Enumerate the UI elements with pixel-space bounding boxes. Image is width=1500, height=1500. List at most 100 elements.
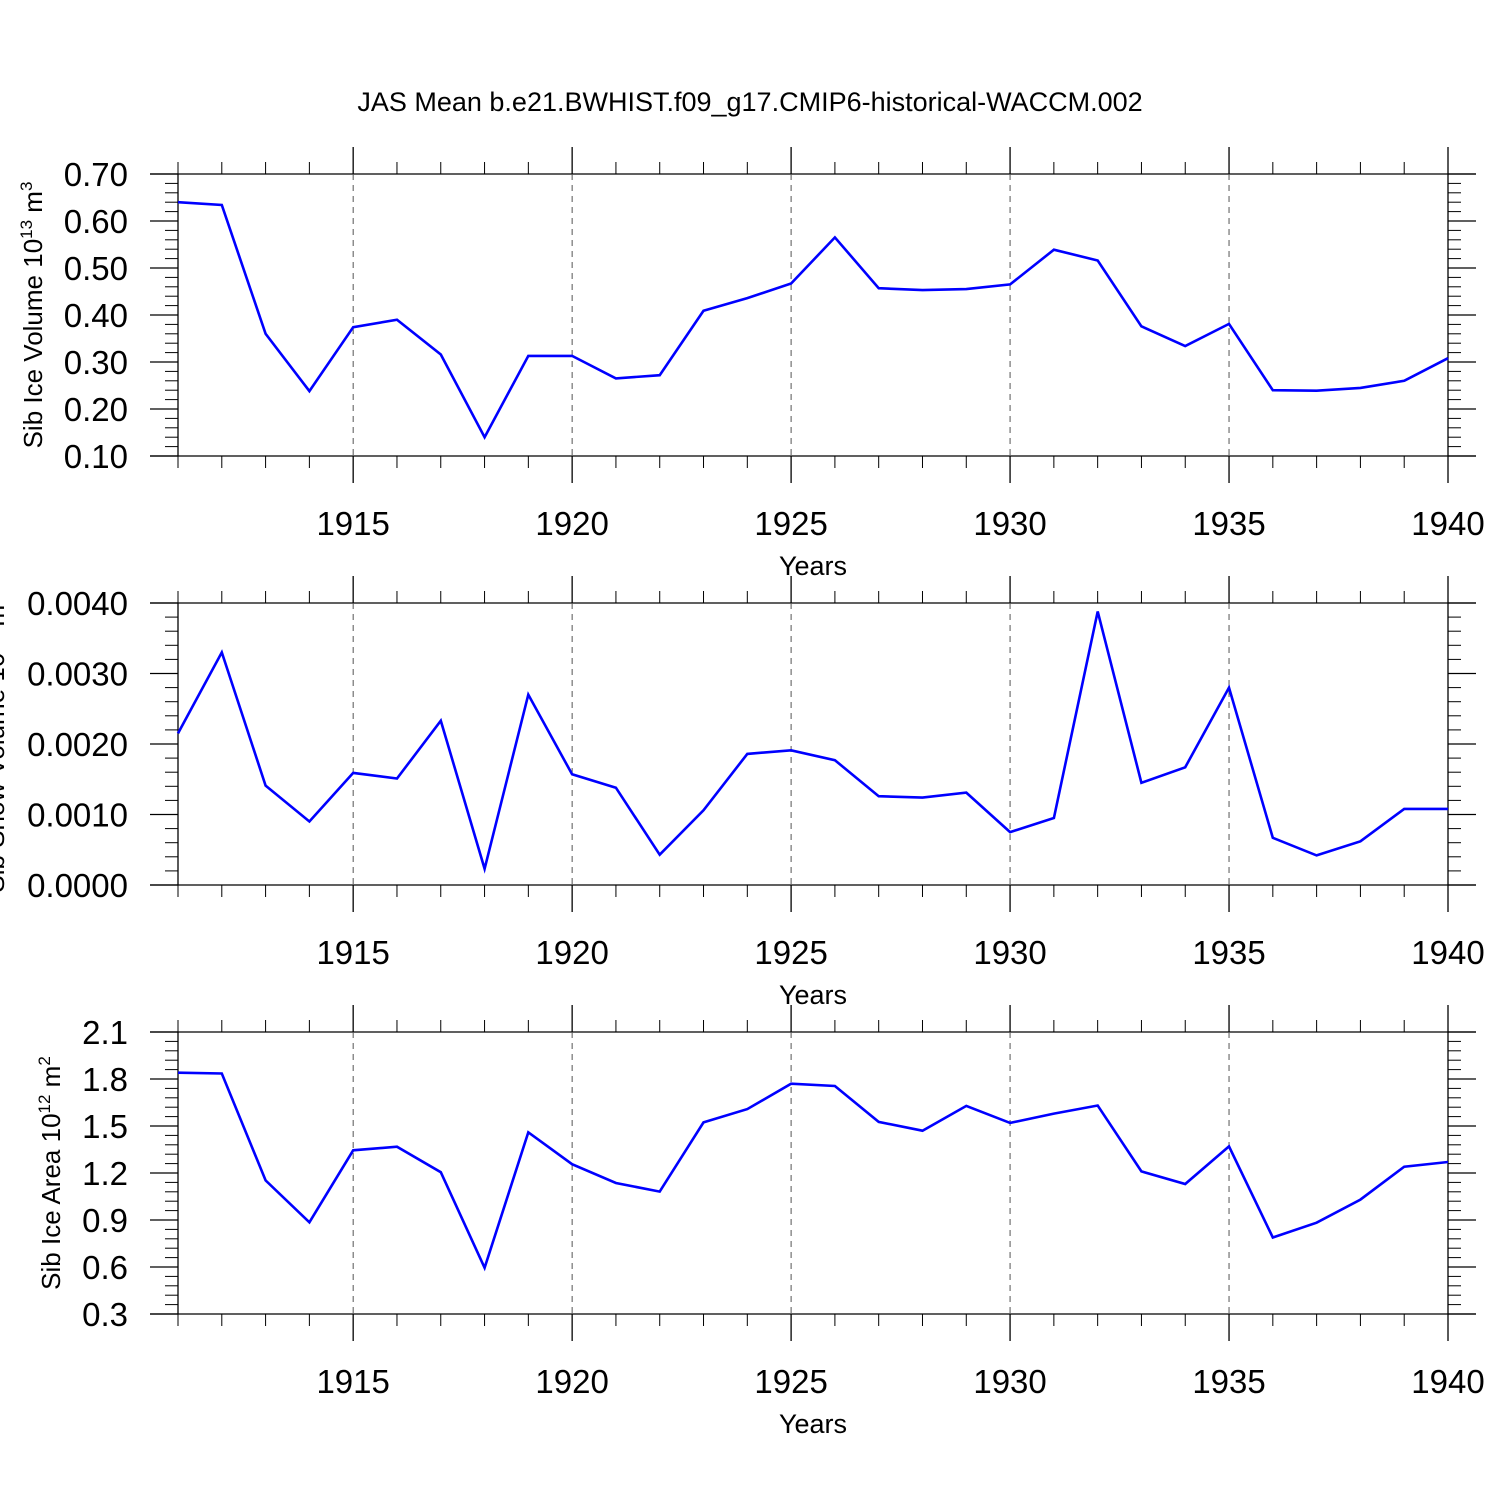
- data-point: [439, 1171, 442, 1174]
- data-point: [396, 1145, 399, 1148]
- data-point: [1184, 766, 1187, 769]
- x-tick-label: 1935: [1192, 505, 1265, 542]
- y-tick-label: 0.20: [64, 391, 128, 428]
- data-point: [439, 353, 442, 356]
- data-point: [1447, 808, 1450, 811]
- data-point: [1272, 836, 1275, 839]
- data-point: [1359, 840, 1362, 843]
- x-axis-label: Years: [779, 551, 847, 581]
- y-tick-label: 1.5: [82, 1108, 128, 1145]
- data-point: [1228, 1145, 1231, 1148]
- data-point: [790, 282, 793, 285]
- y-axis-label: Sib Snow Volume 1013 m3: [0, 595, 10, 892]
- data-point: [1315, 1221, 1318, 1224]
- y-axis-label-part: Sib Ice Volume 10: [18, 239, 48, 449]
- x-tick-label: 1930: [973, 934, 1046, 971]
- series-line: [176, 611, 1448, 874]
- data-point: [877, 795, 880, 798]
- data-point: [1140, 1170, 1143, 1173]
- x-tick-label: 1915: [316, 934, 389, 971]
- data-point: [658, 374, 661, 377]
- x-tick-label: 1915: [316, 505, 389, 542]
- data-point: [1053, 248, 1056, 251]
- data-point: [1272, 389, 1275, 392]
- data-point: [483, 1266, 486, 1269]
- data-point: [615, 786, 618, 789]
- x-tick-label: 1930: [973, 505, 1046, 542]
- data-point: [658, 1190, 661, 1193]
- panel-2: 1915 1920 1925 1930 1935 1940 0.0000 0.0010 0.00…: [0, 576, 1485, 1010]
- data-point: [1403, 808, 1406, 811]
- y-tick-label: 0.30: [64, 344, 128, 381]
- data-point: [1009, 1122, 1012, 1125]
- y-axis-label-part: Sib Snow Volume 10: [0, 653, 10, 893]
- data-point: [571, 773, 574, 776]
- data-point: [1403, 380, 1406, 383]
- data-point: [1359, 387, 1362, 390]
- data-point: [177, 1071, 180, 1074]
- data-point: [220, 204, 223, 207]
- y-tick-label: 2.1: [82, 1014, 128, 1051]
- y-axis-label: Sib Ice Volume 1013 m3: [17, 182, 48, 449]
- y-axis-label-superscript: 12: [35, 1095, 54, 1114]
- y-tick-label: 0.0000: [27, 867, 128, 904]
- data-point: [1053, 1112, 1056, 1115]
- data-point: [1272, 1236, 1275, 1239]
- data-point: [702, 309, 705, 312]
- data-point: [308, 820, 311, 823]
- data-point: [220, 1072, 223, 1075]
- data-point: [352, 772, 355, 775]
- x-tick-label: 1940: [1411, 934, 1484, 971]
- data-point: [1447, 1161, 1450, 1164]
- y-tick-label: 0.60: [64, 203, 128, 240]
- data-point: [834, 236, 837, 239]
- y-tick-label: 0.3: [82, 1296, 128, 1333]
- data-point: [658, 853, 661, 856]
- y-tick-label: 0.6: [82, 1249, 128, 1286]
- data-point: [177, 201, 180, 204]
- y-tick-label: 0.10: [64, 438, 128, 475]
- data-point: [220, 651, 223, 654]
- data-point: [308, 1221, 311, 1224]
- data-point: [177, 732, 180, 735]
- y-tick-label: 1.2: [82, 1155, 128, 1192]
- data-point: [1447, 357, 1450, 360]
- x-tick-label: 1920: [535, 934, 608, 971]
- x-axis-label: Years: [779, 1409, 847, 1439]
- data-point: [877, 287, 880, 290]
- y-tick-label: 0.9: [82, 1202, 128, 1239]
- x-tick-label: 1915: [316, 1363, 389, 1400]
- data-point: [965, 791, 968, 794]
- y-axis-label-part: m: [18, 191, 48, 220]
- data-point: [308, 390, 311, 393]
- y-tick-label: 0.40: [64, 297, 128, 334]
- data-point: [571, 1163, 574, 1166]
- data-point: [1096, 259, 1099, 262]
- y-tick-label: 0.0040: [27, 585, 128, 622]
- chart-title: JAS Mean b.e21.BWHIST.f09_g17.CMIP6-hist…: [357, 87, 1142, 117]
- data-point: [921, 796, 924, 799]
- x-tick-label: 1940: [1411, 1363, 1484, 1400]
- data-point: [615, 1182, 618, 1185]
- y-tick-label: 0.70: [64, 156, 128, 193]
- data-point: [396, 777, 399, 780]
- data-point: [1315, 854, 1318, 857]
- data-point: [1053, 817, 1056, 820]
- data-point: [746, 297, 749, 300]
- data-point: [527, 693, 530, 696]
- data-point: [746, 753, 749, 756]
- data-point: [264, 333, 267, 336]
- data-point: [1140, 781, 1143, 784]
- data-point: [483, 436, 486, 439]
- data-point: [1184, 345, 1187, 348]
- data-point: [1184, 1183, 1187, 1186]
- data-point: [1096, 610, 1099, 613]
- data-point: [1228, 686, 1231, 689]
- x-tick-label: 1925: [754, 1363, 827, 1400]
- data-point: [1096, 1104, 1099, 1107]
- y-tick-label: 0.0030: [27, 656, 128, 693]
- y-tick-label: 0.0010: [27, 797, 128, 834]
- y-axis-label-superscript: 2: [35, 1056, 54, 1065]
- data-point: [965, 288, 968, 291]
- data-point: [1140, 325, 1143, 328]
